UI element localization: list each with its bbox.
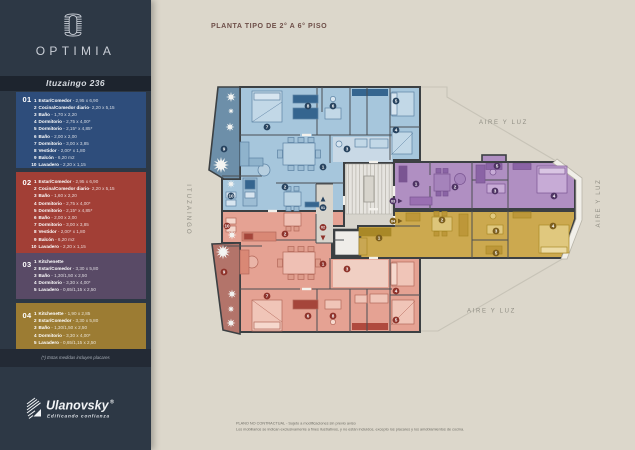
svg-text:1: 1 [322, 165, 325, 170]
svg-text:5: 5 [395, 99, 398, 104]
svg-text:Edificando confianza: Edificando confianza [47, 414, 110, 419]
svg-text:1: 1 [322, 262, 325, 267]
svg-text:7: 7 [266, 125, 269, 130]
svg-text:04: 04 [391, 219, 395, 223]
svg-text:AIRE Y LUZ: AIRE Y LUZ [479, 120, 528, 126]
svg-text:02: 02 [321, 226, 325, 230]
svg-text:7: 7 [266, 294, 269, 299]
svg-text:01: 01 [321, 206, 325, 210]
svg-text:AIRE Y LUZ: AIRE Y LUZ [596, 179, 602, 228]
svg-text:Los mobiliarios se indican exc: Los mobiliarios se indican exclusivament… [236, 427, 464, 431]
svg-text:4: 4 [552, 224, 555, 229]
svg-text:3: 3 [346, 147, 349, 152]
svg-text:5: 5 [395, 318, 398, 323]
svg-text:3: 3 [494, 189, 497, 194]
svg-text:Ulanovsky: Ulanovsky [46, 399, 110, 413]
svg-text:1: 1 [415, 182, 418, 187]
svg-text:®: ® [110, 399, 114, 406]
svg-text:PLANTA TIPO DE 2° A 6° PISO: PLANTA TIPO DE 2° A 6° PISO [211, 22, 327, 30]
svg-text:1: 1 [378, 236, 381, 241]
svg-text:03: 03 [391, 199, 395, 203]
svg-text:8: 8 [332, 314, 335, 319]
svg-text:9: 9 [223, 147, 226, 152]
svg-text:AIRE Y LUZ: AIRE Y LUZ [467, 309, 516, 315]
svg-text:6: 6 [332, 104, 335, 109]
svg-text:4: 4 [395, 289, 398, 294]
svg-text:2: 2 [284, 185, 287, 190]
svg-text:PLANO NO CONTRACTUAL - Sujeto: PLANO NO CONTRACTUAL - Sujeto a modifica… [236, 422, 356, 426]
svg-text:2: 2 [284, 232, 287, 237]
svg-text:2: 2 [441, 218, 444, 223]
svg-text:2: 2 [454, 185, 457, 190]
svg-text:4: 4 [553, 194, 556, 199]
svg-text:4: 4 [395, 128, 398, 133]
svg-text:3: 3 [495, 229, 498, 234]
svg-text:5: 5 [496, 164, 499, 169]
svg-text:6: 6 [307, 314, 310, 319]
svg-text:5: 5 [495, 251, 498, 256]
svg-text:8: 8 [307, 104, 310, 109]
svg-text:9: 9 [223, 270, 226, 275]
svg-text:3: 3 [346, 267, 349, 272]
svg-text:10: 10 [224, 224, 230, 229]
svg-text:10: 10 [228, 194, 234, 199]
svg-text:ITUZAINGO: ITUZAINGO [185, 184, 191, 236]
